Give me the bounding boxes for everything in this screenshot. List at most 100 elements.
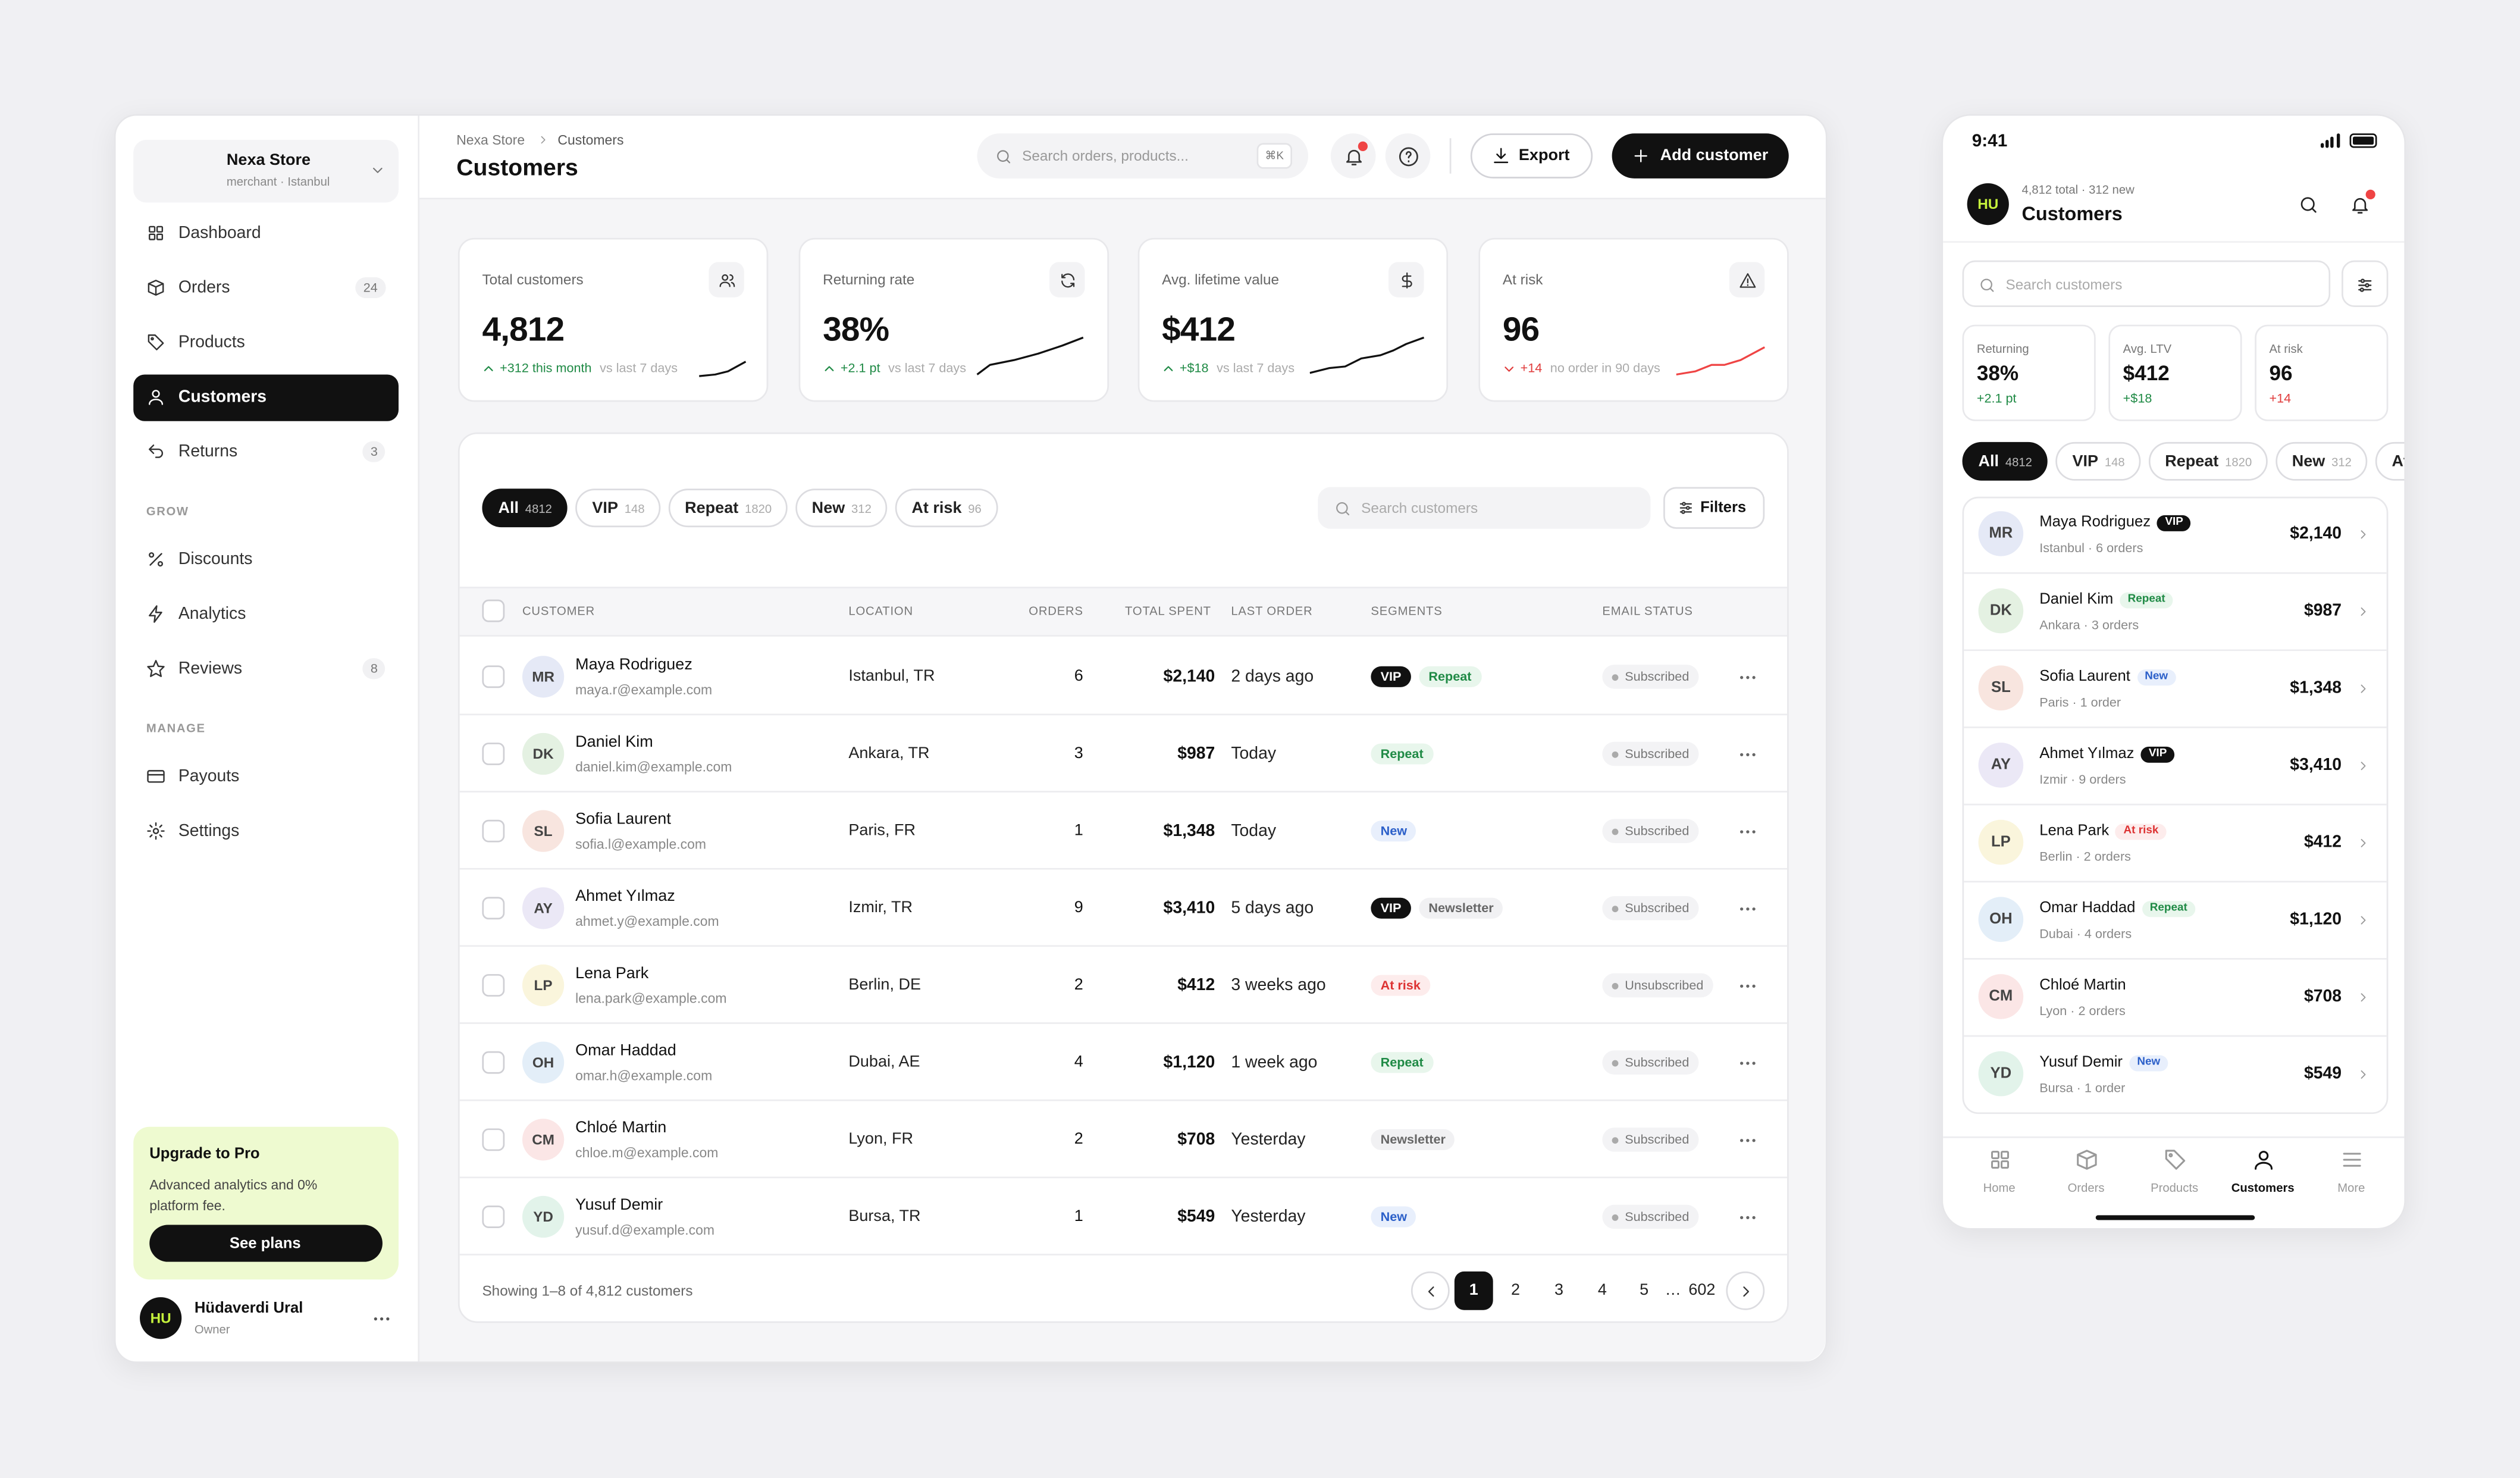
kpi-value: 4,812 bbox=[482, 312, 565, 349]
global-search[interactable] bbox=[977, 133, 1309, 179]
table-row[interactable] bbox=[459, 1178, 1788, 1255]
status-label: Subscribed bbox=[1625, 1055, 1690, 1070]
nav-item[interactable] bbox=[133, 753, 399, 800]
mobile-amount: $3,410 bbox=[2290, 755, 2342, 775]
icon bbox=[2355, 275, 2373, 293]
table-row[interactable] bbox=[459, 947, 1788, 1024]
row-checkbox[interactable] bbox=[482, 665, 505, 688]
nav-item[interactable] bbox=[133, 646, 399, 692]
table-row[interactable] bbox=[459, 715, 1788, 793]
next-page[interactable] bbox=[1726, 1271, 1765, 1310]
icon[interactable] bbox=[2074, 1147, 2098, 1172]
segment-tab[interactable]: New 312 bbox=[795, 489, 888, 528]
icon[interactable] bbox=[2162, 1147, 2187, 1172]
mobile-name: Lena Park bbox=[2039, 822, 2110, 840]
customer-name: Chloé Martin bbox=[575, 1119, 667, 1138]
page-button-active[interactable] bbox=[1454, 1271, 1493, 1310]
export-button[interactable] bbox=[1470, 133, 1593, 179]
nav-item[interactable] bbox=[133, 319, 399, 365]
icon[interactable] bbox=[1737, 743, 1757, 764]
page-button[interactable]: … bbox=[1665, 1282, 1681, 1300]
segment-tab[interactable]: VIP 148 bbox=[2056, 441, 2141, 481]
segment-tab[interactable]: VIP 148 bbox=[576, 489, 661, 528]
page-button[interactable]: 602 bbox=[1688, 1282, 1716, 1300]
icon[interactable] bbox=[2251, 1147, 2275, 1172]
avatar-initials: DK bbox=[532, 746, 554, 762]
icon-shape bbox=[1309, 336, 1425, 374]
avatar bbox=[522, 1041, 565, 1084]
icon-shape bbox=[2351, 197, 2367, 213]
page-button[interactable]: 4 bbox=[1597, 1282, 1607, 1300]
icon bbox=[371, 1308, 391, 1329]
icon[interactable] bbox=[1737, 821, 1757, 841]
nav-item[interactable] bbox=[133, 591, 399, 637]
nav-item[interactable] bbox=[133, 210, 399, 256]
icon[interactable] bbox=[1737, 1129, 1757, 1150]
tab-label: New bbox=[2292, 452, 2325, 471]
page-button[interactable]: 2 bbox=[1511, 1282, 1521, 1300]
segment-tab[interactable]: New 312 bbox=[2275, 441, 2368, 481]
table-row[interactable] bbox=[459, 1024, 1788, 1101]
segment-tab[interactable]: All 4812 bbox=[1962, 441, 2048, 481]
row-checkbox[interactable] bbox=[482, 1128, 505, 1151]
row-checkbox[interactable] bbox=[482, 743, 505, 765]
row-checkbox[interactable] bbox=[482, 897, 505, 920]
icon bbox=[146, 278, 165, 297]
row-checkbox[interactable] bbox=[482, 819, 505, 843]
table-row[interactable] bbox=[459, 793, 1788, 870]
icon[interactable] bbox=[1987, 1147, 2011, 1172]
upgrade-button[interactable] bbox=[149, 1225, 383, 1262]
row-checkbox[interactable] bbox=[482, 1051, 505, 1074]
mobile-filter-button[interactable] bbox=[2342, 260, 2389, 307]
breadcrumb: Nexa Store bbox=[456, 131, 525, 148]
nav-item[interactable] bbox=[133, 428, 399, 475]
icon-shape bbox=[2360, 684, 2365, 693]
email-status: Subscribed bbox=[1602, 1128, 1699, 1152]
icon-shape bbox=[148, 280, 164, 296]
store-switcher[interactable] bbox=[133, 140, 399, 203]
icon[interactable] bbox=[1737, 1206, 1757, 1227]
section-heading: GROW bbox=[146, 503, 189, 519]
table-row[interactable] bbox=[459, 870, 1788, 947]
mobile-avatar bbox=[1978, 819, 2024, 865]
segment-tab[interactable]: All 4812 bbox=[482, 489, 568, 528]
nav-item[interactable] bbox=[133, 374, 399, 421]
icon[interactable] bbox=[1737, 898, 1757, 919]
customer-name: Lena Park bbox=[575, 965, 649, 983]
page-button[interactable]: 1 bbox=[1469, 1282, 1478, 1300]
segment-tab[interactable]: Repeat 1820 bbox=[669, 489, 788, 528]
mobile-search[interactable] bbox=[1962, 260, 2331, 307]
kpi-delta-row: +312 this month vs last 7 days bbox=[482, 361, 678, 375]
prev-page[interactable] bbox=[1411, 1271, 1450, 1310]
mobile-avatar-initials: DK bbox=[1989, 602, 2012, 620]
icon-shape bbox=[976, 336, 1084, 375]
nav-item[interactable] bbox=[133, 808, 399, 854]
icon[interactable] bbox=[1737, 666, 1757, 687]
total-spent: $2,140 bbox=[1163, 667, 1215, 687]
row-checkbox[interactable] bbox=[482, 974, 505, 997]
mobile-name-row: Sofia Laurent New bbox=[2039, 668, 2176, 685]
select-all-checkbox[interactable] bbox=[482, 599, 505, 622]
table-row[interactable] bbox=[459, 1101, 1788, 1179]
last-order: 3 weeks ago bbox=[1231, 975, 1326, 995]
icon-shape bbox=[1751, 984, 1755, 987]
icon-shape bbox=[1745, 984, 1749, 987]
icon[interactable] bbox=[2339, 1147, 2364, 1172]
segment-tab[interactable]: Repeat 1820 bbox=[2149, 441, 2268, 481]
row-checkbox[interactable] bbox=[482, 1205, 505, 1228]
notifications-button[interactable] bbox=[1330, 133, 1376, 179]
table-search[interactable] bbox=[1318, 487, 1651, 529]
page-button[interactable]: 5 bbox=[1640, 1282, 1649, 1300]
page-button[interactable]: 3 bbox=[1554, 1282, 1563, 1300]
icon[interactable] bbox=[1737, 975, 1757, 995]
icon bbox=[482, 362, 495, 375]
icon[interactable] bbox=[1737, 1052, 1757, 1073]
column-header: LOCATION bbox=[848, 603, 913, 618]
icon-shape bbox=[2351, 197, 2367, 213]
nav-item[interactable] bbox=[133, 536, 399, 583]
icon-shape bbox=[484, 365, 493, 371]
nav-badge: 24 bbox=[355, 277, 386, 299]
table-row[interactable] bbox=[459, 638, 1788, 716]
